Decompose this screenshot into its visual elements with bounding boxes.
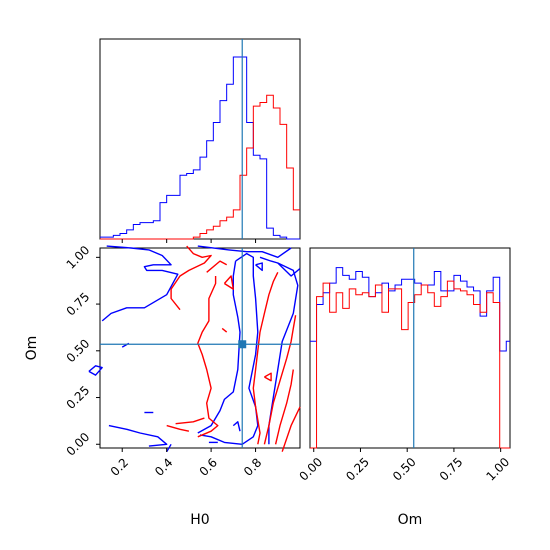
x-tick-label-h0: 0.6	[197, 455, 220, 478]
contour-red-inner	[263, 315, 297, 445]
contour-blue-small	[166, 443, 172, 453]
contour-blue-small	[255, 262, 263, 272]
contour-blue-outer	[277, 262, 301, 277]
contour-red-inner	[223, 275, 235, 290]
contour-blue-outer	[197, 245, 292, 258]
contour-red-inner	[274, 369, 294, 445]
contour-blue-outer	[101, 245, 179, 322]
contour-blue-outer	[108, 424, 168, 447]
scatter-x-ticks: 0.2 0.4 0.6 0.8	[108, 448, 264, 479]
hist-om-panel: 0.00 0.25 0.50 0.75 1.00	[297, 247, 512, 484]
scatter-truth-lines	[100, 248, 300, 448]
contour-red-inner	[264, 372, 272, 382]
y-tick-label-om: 1.00	[64, 243, 93, 272]
x-tick-label-om: 0.00	[297, 455, 326, 484]
scatter-panel: 0.2 0.4 0.6 0.8 0.00 0.25 0.50 0.75 1.00	[64, 243, 301, 479]
contour-blue-small	[232, 421, 241, 432]
contour-red-mid	[197, 276, 219, 438]
x-tick-label-om: 1.00	[483, 455, 512, 484]
y-axis-label-om: Om	[24, 336, 40, 361]
x-tick-label-h0: 0.4	[152, 455, 175, 478]
contour-blue-inner	[259, 256, 299, 445]
contour-red-inner	[252, 271, 279, 445]
hist-om-x-ticks: 0.00 0.25 0.50 0.75 1.00	[297, 448, 512, 484]
scatter-y-ticks: 0.00 0.25 0.50 0.75 1.00	[64, 243, 100, 459]
y-tick-label-om: 0.00	[64, 430, 93, 459]
hist-om-frame	[309, 247, 511, 449]
contour-red-outer	[170, 245, 212, 311]
contour-red-outer	[166, 424, 190, 432]
contour-blue-mid	[199, 252, 259, 445]
x-axis-label-om: Om	[398, 512, 423, 528]
hist-om-series-red	[310, 280, 510, 449]
hist-om-series-blue	[310, 267, 510, 352]
contour-blue-mid	[197, 260, 241, 434]
hist-om-steps	[310, 267, 510, 449]
truth-point	[238, 340, 247, 349]
x-axis-label-h0: H0	[190, 512, 209, 528]
contour-red-inner	[281, 406, 301, 452]
hist-h0-steps	[100, 56, 300, 240]
contour-red-inner	[221, 327, 228, 333]
x-tick-label-om: 0.50	[390, 455, 419, 484]
y-tick-label-om: 0.75	[64, 290, 93, 319]
x-tick-label-om: 0.75	[437, 455, 466, 484]
x-tick-label-om: 0.25	[343, 455, 372, 484]
hist-h0-series-blue	[100, 56, 300, 240]
contour-red-inner	[206, 260, 228, 273]
contour-blue-small	[88, 365, 103, 376]
y-tick-label-om: 0.25	[64, 383, 93, 412]
hist-h0-series-red	[100, 94, 300, 240]
scatter-contours	[88, 245, 301, 453]
hist-h0-tickmarks	[121, 239, 257, 243]
y-tick-label-om: 0.50	[64, 336, 93, 365]
x-tick-label-h0: 0.8	[241, 455, 264, 478]
scatter-frame	[99, 247, 301, 449]
hist-h0-panel	[99, 38, 301, 243]
x-tick-label-h0: 0.2	[108, 455, 131, 478]
contour-red-mid	[175, 417, 205, 425]
hist-h0-frame	[99, 38, 301, 240]
